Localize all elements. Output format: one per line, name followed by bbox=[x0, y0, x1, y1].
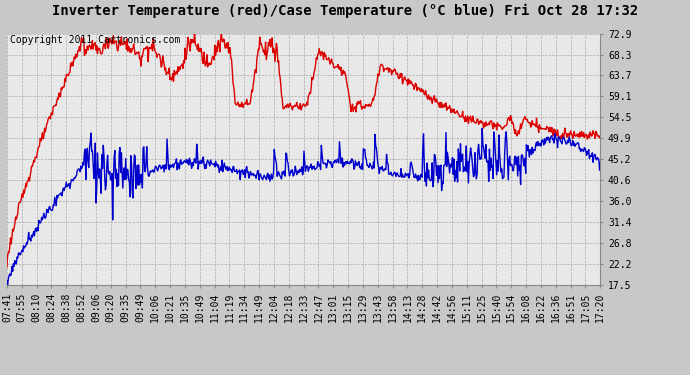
Text: Copyright 2011 Cartronics.com: Copyright 2011 Cartronics.com bbox=[10, 35, 180, 45]
Text: Inverter Temperature (red)/Case Temperature (°C blue) Fri Oct 28 17:32: Inverter Temperature (red)/Case Temperat… bbox=[52, 4, 638, 18]
